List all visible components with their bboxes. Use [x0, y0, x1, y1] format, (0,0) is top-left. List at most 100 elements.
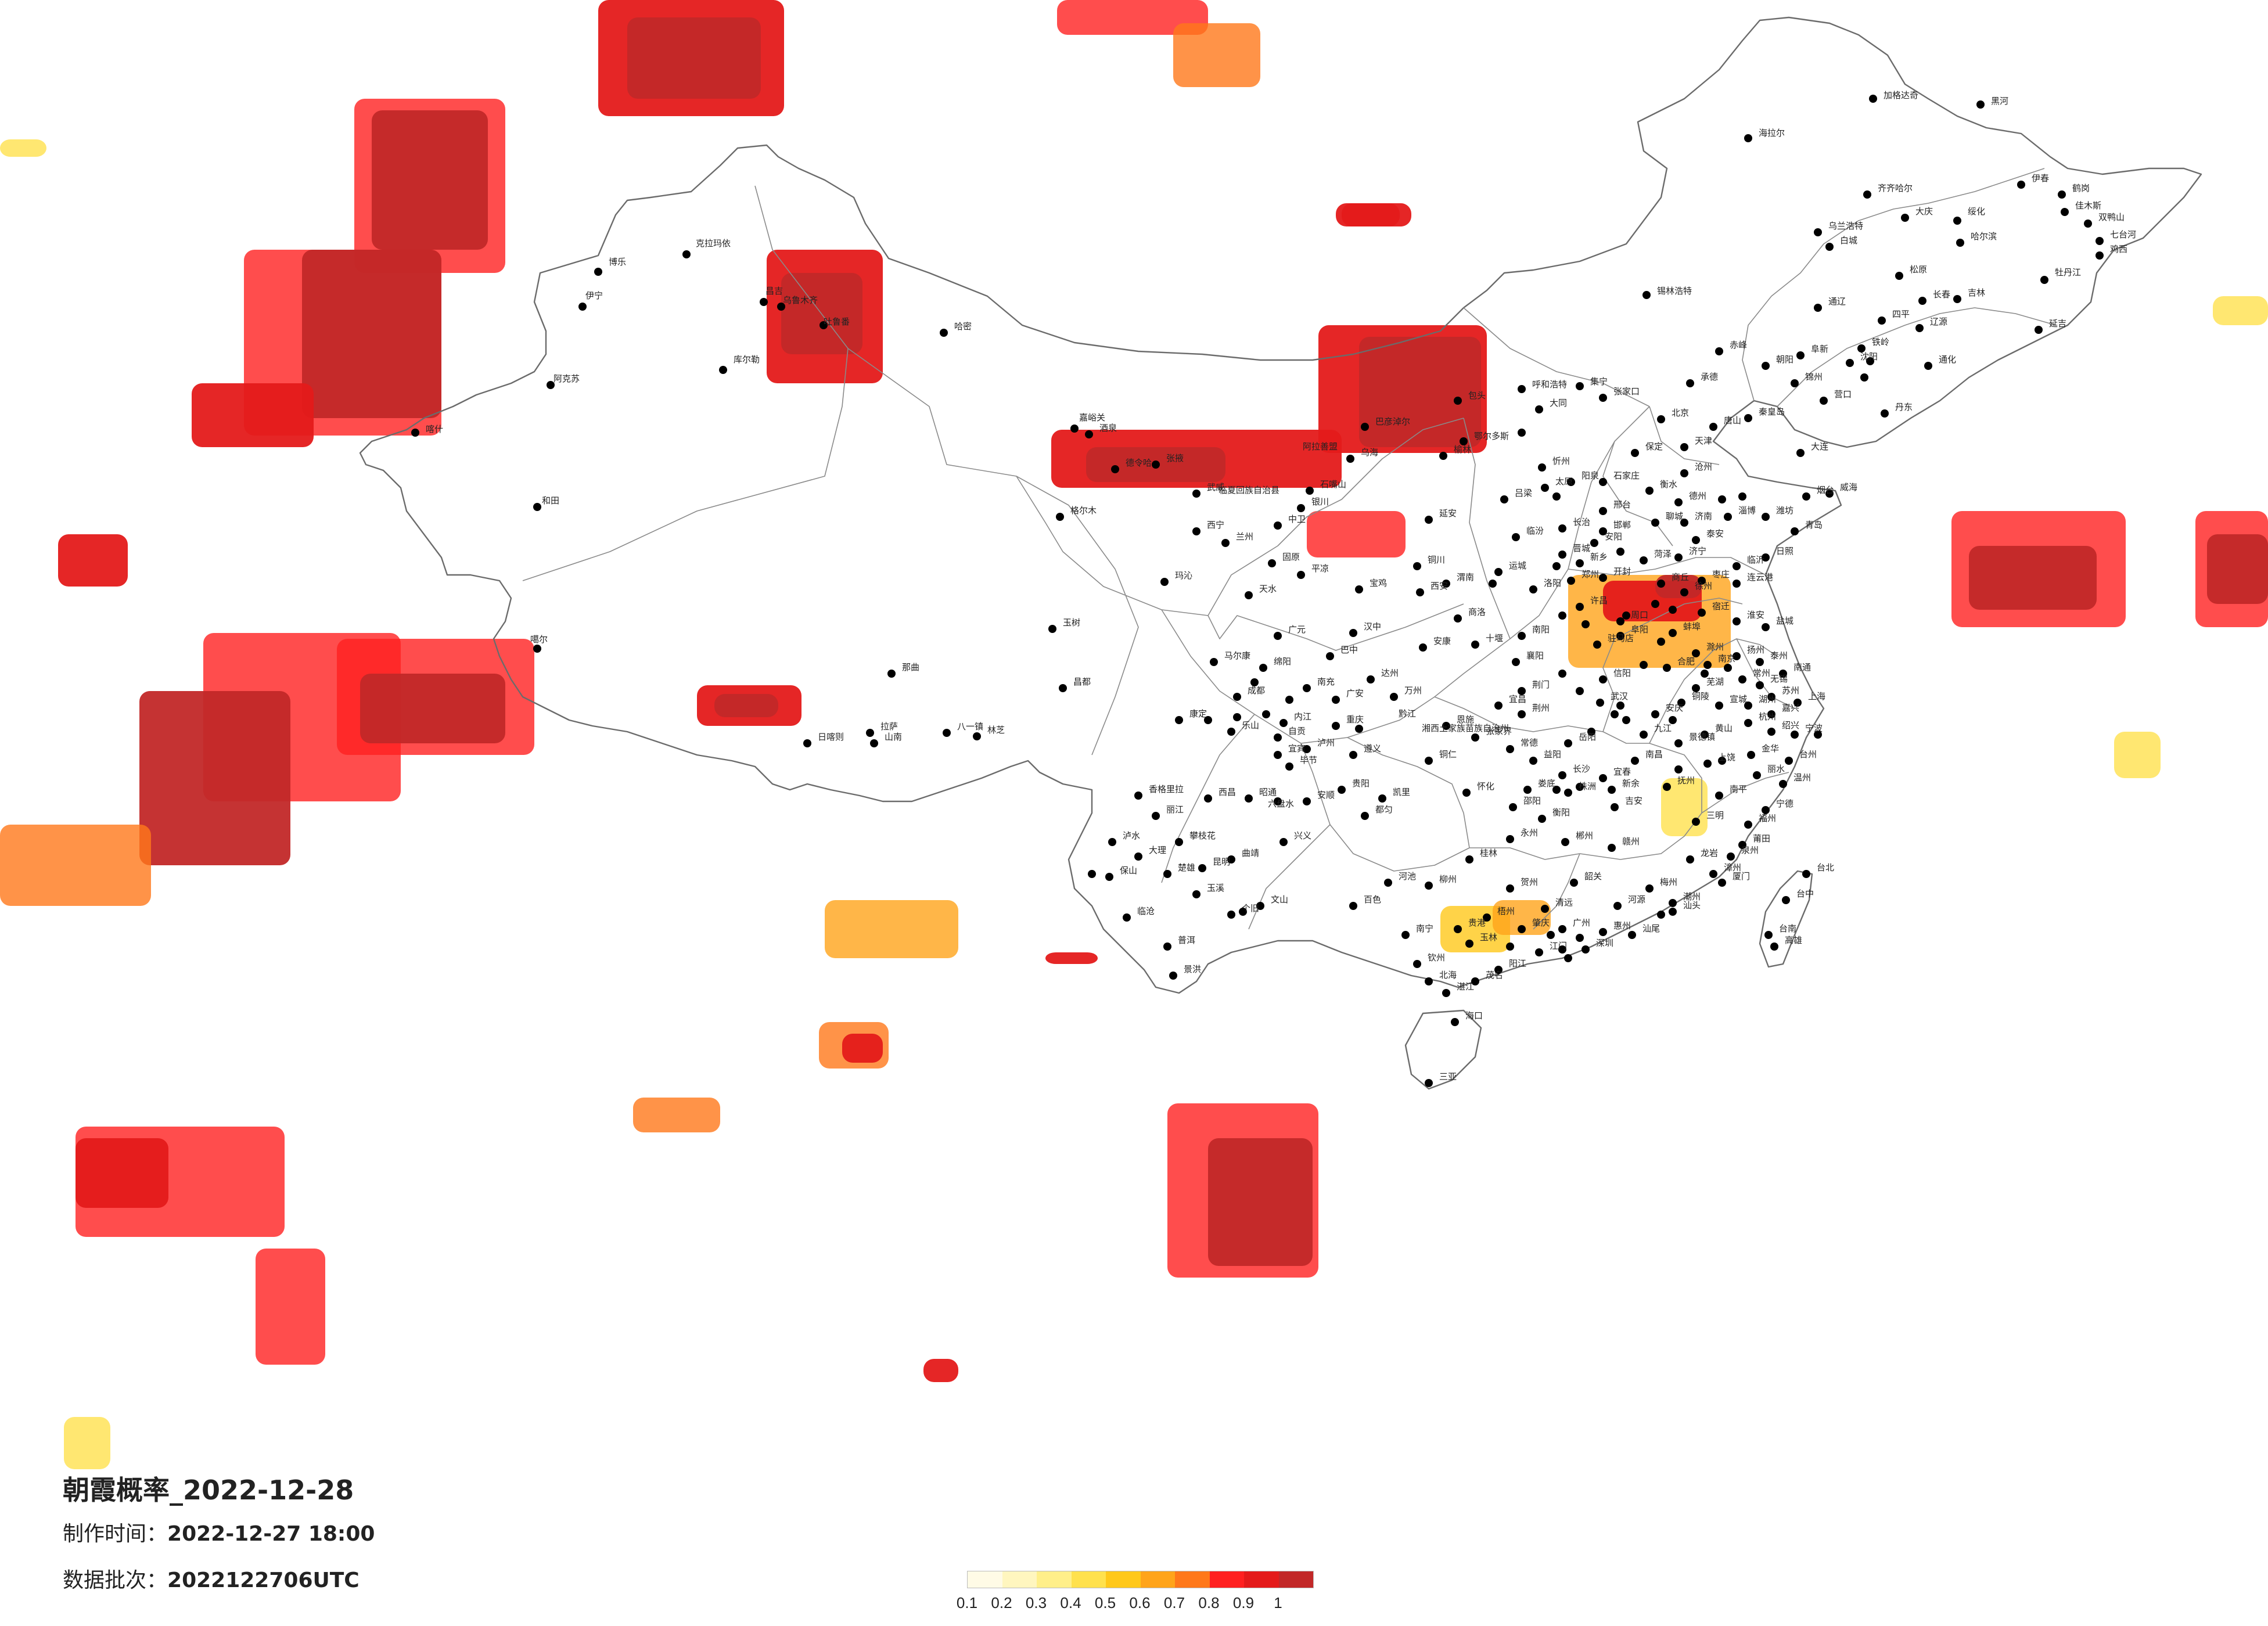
city-marker: [1442, 722, 1450, 730]
city-label: 枣庄: [1712, 569, 1730, 580]
city-marker: [1108, 838, 1116, 846]
city-label: 安顺: [1317, 790, 1335, 800]
city-marker: [1669, 899, 1677, 907]
city-marker: [1425, 757, 1433, 765]
city-label: 漳州: [1724, 862, 1741, 873]
city-label: 石嘴山: [1320, 479, 1346, 490]
city-label: 双鸭山: [2098, 212, 2125, 222]
city-marker: [1599, 527, 1607, 535]
city-marker: [1762, 806, 1770, 814]
city-label: 西宁: [1207, 520, 1224, 530]
taiwan-outline: [1759, 870, 1813, 968]
city-label: 阜新: [1811, 344, 1828, 354]
city-label: 湘西土家族苗族自治州: [1422, 723, 1509, 733]
city-marker: [1651, 600, 1659, 608]
city-label: 天津: [1695, 436, 1712, 446]
city-label: 武威: [1207, 482, 1224, 492]
city-label: 张家界: [1486, 726, 1512, 736]
city-label: 绵阳: [1274, 656, 1291, 667]
city-marker: [1686, 379, 1694, 387]
probability-patch: [1307, 511, 1406, 557]
city-label: 西昌: [1219, 787, 1236, 797]
city-label: 丽江: [1166, 804, 1184, 815]
city-label: 六盘水: [1268, 798, 1294, 809]
city-marker: [1105, 873, 1113, 881]
city-label: 河源: [1628, 894, 1645, 905]
city-label: 信阳: [1613, 668, 1631, 678]
city-marker: [411, 429, 419, 437]
city-label: 清远: [1555, 897, 1573, 908]
city-marker: [1674, 739, 1683, 747]
probability-patch: [1655, 575, 1702, 598]
city-label: 菏泽: [1654, 549, 1672, 559]
city-label: 湛江: [1457, 981, 1474, 992]
city-label: 太原: [1555, 476, 1573, 487]
city-label: 兴义: [1294, 830, 1311, 841]
city-marker: [578, 303, 587, 311]
city-label: 江门: [1550, 941, 1567, 951]
city-label: 台中: [1796, 888, 1814, 899]
city-marker: [1471, 733, 1479, 742]
city-marker: [1715, 792, 1723, 800]
city-label: 吕梁: [1515, 488, 1532, 498]
city-marker: [1326, 652, 1334, 660]
city-marker: [1506, 884, 1514, 893]
city-marker: [1976, 100, 1985, 109]
city-marker: [1733, 562, 1741, 570]
city-label: 楚雄: [1178, 862, 1195, 873]
city-marker: [1413, 562, 1421, 570]
city-marker: [1747, 751, 1755, 759]
city-marker: [1825, 243, 1834, 251]
city-label: 绥化: [1968, 206, 1985, 217]
city-label: 乐山: [1242, 720, 1259, 731]
city-marker: [1454, 397, 1462, 405]
city-label: 玉树: [1063, 617, 1080, 628]
city-marker: [1611, 803, 1619, 811]
city-label: 景洪: [1184, 964, 1201, 974]
city-marker: [1558, 771, 1566, 779]
city-marker: [1274, 521, 1282, 530]
city-marker: [1622, 611, 1630, 620]
city-marker: [1820, 397, 1828, 405]
city-marker: [1657, 580, 1665, 588]
legend-tick-label: 1: [1274, 1594, 1282, 1611]
city-marker: [1279, 719, 1288, 727]
city-marker: [1767, 693, 1775, 701]
city-marker: [1169, 972, 1177, 980]
city-marker: [1756, 681, 1764, 689]
city-marker: [1762, 362, 1770, 370]
city-marker: [1703, 760, 1712, 768]
city-marker: [1686, 855, 1694, 864]
city-marker: [1669, 629, 1677, 637]
city-marker: [1762, 553, 1770, 562]
city-marker: [1274, 797, 1282, 805]
city-marker: [1631, 757, 1639, 765]
city-label: 固原: [1282, 552, 1300, 562]
city-label: 乌鲁木齐: [783, 295, 818, 305]
city-label: 齐齐哈尔: [1878, 183, 1913, 193]
city-marker: [1718, 757, 1726, 765]
city-label: 滁州: [1706, 642, 1724, 652]
probability-patch: [923, 1359, 958, 1382]
city-marker: [1698, 609, 1706, 617]
city-marker: [1465, 855, 1473, 864]
city-marker: [1489, 580, 1497, 588]
city-label: 邯郸: [1613, 520, 1631, 530]
city-marker: [533, 645, 541, 653]
city-marker: [1657, 638, 1665, 646]
city-marker: [2096, 251, 2104, 260]
city-marker: [594, 268, 602, 276]
city-label: 万州: [1404, 685, 1422, 696]
city-label: 普洱: [1178, 935, 1195, 945]
city-label: 连云港: [1747, 572, 1773, 582]
city-label: 绍兴: [1782, 720, 1799, 731]
city-marker: [1552, 492, 1561, 501]
probability-patch: [2213, 296, 2268, 325]
legend-swatch: [1175, 1571, 1210, 1588]
city-marker: [1303, 684, 1311, 692]
city-marker: [1349, 629, 1357, 637]
city-label: 武汉: [1611, 691, 1628, 702]
city-label: 常德: [1521, 738, 1538, 748]
city-marker: [1814, 228, 1822, 236]
city-marker: [1576, 559, 1584, 567]
